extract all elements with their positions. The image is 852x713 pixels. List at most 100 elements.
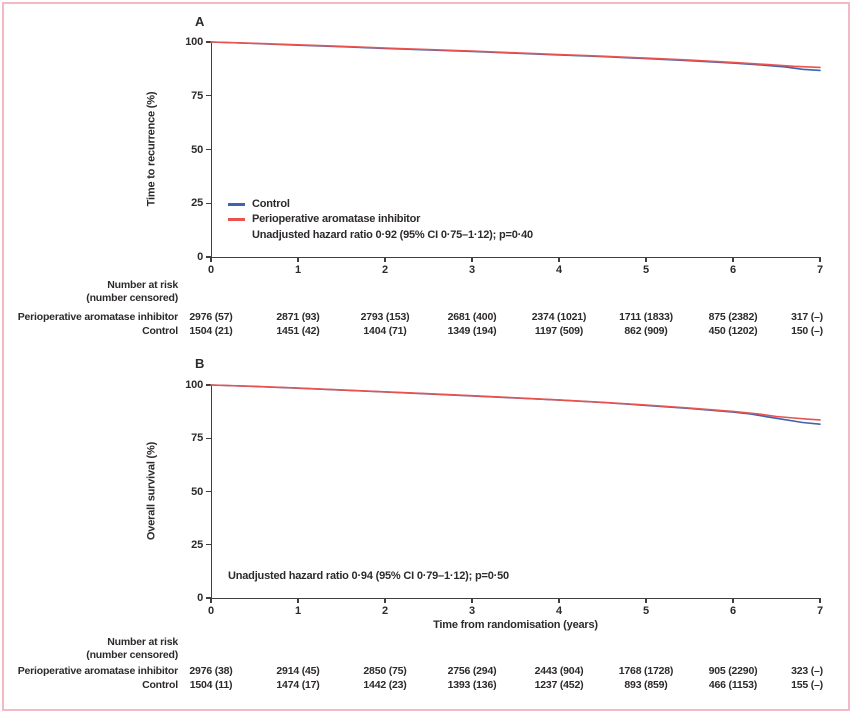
legend-line-swatch: [228, 203, 245, 206]
panel-a-label: A: [195, 14, 205, 29]
panel-b-risk-row-label-pai: Perioperative aromatase inhibitor: [17, 665, 178, 677]
panel-b-y-axis-line: [211, 385, 213, 598]
risk-table-cell: 1393 (136): [447, 679, 497, 691]
y-tick-label: 50: [191, 485, 203, 498]
legend-item-label: Perioperative aromatase inhibitor: [252, 213, 421, 225]
y-tick-mark: [206, 256, 211, 258]
y-tick-label: 75: [191, 89, 203, 102]
panel-b-risk-row-label-control: Control: [142, 679, 178, 691]
risk-table-cell: 2443 (904): [534, 665, 584, 677]
km-curve-perioperative-aromatase-inhibitor: [210, 384, 821, 421]
y-tick-label: 0: [197, 251, 203, 263]
x-tick-label: 1: [295, 264, 301, 276]
x-tick-label: 7: [817, 264, 823, 276]
risk-table-cell: 862 (909): [624, 325, 668, 337]
risk-table-cell: 2374 (1021): [531, 311, 587, 323]
x-tick-label: 2: [382, 605, 388, 617]
legend-item-label: Control: [252, 198, 290, 210]
panel-b-label: B: [195, 356, 205, 371]
y-tick-mark: [206, 202, 211, 204]
x-tick-mark: [732, 257, 734, 262]
y-tick-mark: [206, 597, 211, 599]
x-tick-mark: [645, 257, 647, 262]
risk-table-cell: 1504 (11): [189, 679, 233, 691]
y-tick-label: 100: [185, 379, 203, 391]
x-tick-mark: [558, 257, 560, 262]
y-tick-mark: [206, 95, 211, 97]
risk-table-cell: 2914 (45): [276, 665, 320, 677]
km-curve-control: [210, 384, 821, 426]
panel-a-y-axis-line: [211, 42, 213, 257]
panel-a-plot-area: 0 25 50 75 100 0 1 2 3 4 5 6 7: [185, 36, 823, 276]
risk-table-cell: 2871 (93): [276, 311, 320, 323]
x-tick-mark: [210, 598, 212, 603]
panel-b-curves: [210, 384, 821, 426]
x-tick-label: 5: [643, 264, 649, 276]
y-tick-label: 100: [185, 36, 203, 48]
risk-table-cell: 2793 (153): [360, 311, 410, 323]
km-curve-control: [210, 41, 821, 72]
risk-table-cell: 893 (859): [624, 679, 668, 691]
legend-item: Perioperative aromatase inhibitor: [228, 212, 420, 227]
x-tick-label: 0: [208, 264, 214, 276]
panel-b-x-axis-line: [211, 597, 820, 599]
risk-table-cell: 466 (1153): [708, 679, 758, 691]
x-tick-mark: [297, 598, 299, 603]
risk-table-cell: 317 (–): [791, 311, 823, 323]
x-tick-label: 2: [382, 264, 388, 276]
risk-table-cell: 2976 (57): [189, 311, 233, 323]
x-tick-mark: [471, 257, 473, 262]
y-tick-mark: [206, 437, 211, 439]
panel-a-curves: [210, 41, 821, 72]
panel-b-risk-header-line2: (number censored): [86, 649, 178, 661]
legend-line-swatch: [228, 218, 245, 221]
x-tick-label: 5: [643, 605, 649, 617]
y-tick-mark: [206, 544, 211, 546]
risk-table-cell: 1711 (1833): [619, 311, 673, 323]
x-tick-label: 6: [730, 605, 736, 617]
risk-table-cell: 1237 (452): [534, 679, 584, 691]
risk-table-cell: 2850 (75): [363, 665, 407, 677]
risk-table-cell: 2681 (400): [447, 311, 497, 323]
panel-b-risk-header-line1: Number at risk: [107, 636, 178, 648]
risk-table-cell: 150 (–): [791, 325, 823, 337]
x-tick-mark: [384, 598, 386, 603]
y-tick-label: 0: [197, 592, 203, 604]
risk-table-cell: 1768 (1728): [618, 665, 674, 677]
risk-table-cell: 450 (1202): [708, 325, 758, 337]
risk-table-cell: 1442 (23): [363, 679, 407, 691]
risk-table-cell: 905 (2290): [708, 665, 758, 677]
risk-table-cell: 2976 (38): [189, 665, 233, 677]
x-tick-mark: [210, 257, 212, 262]
risk-table-cell: 1349 (194): [447, 325, 497, 337]
risk-table-cell: 1451 (42): [276, 325, 320, 337]
risk-table-cell: 155 (–): [791, 679, 823, 691]
risk-table-cell: 1474 (17): [276, 679, 320, 691]
x-tick-label: 3: [469, 264, 475, 276]
x-tick-label: 7: [817, 605, 823, 617]
legend-item: Control: [228, 197, 420, 212]
panel-b-plot-area: 0 25 50 75 100 0 1 2 3 4 5 6 7: [185, 379, 823, 617]
panel-a-risk-row-label-pai: Perioperative aromatase inhibitor: [17, 311, 178, 323]
y-tick-label: 25: [191, 538, 203, 551]
x-tick-label: 4: [556, 264, 562, 276]
risk-table-cell: 1197 (509): [534, 325, 584, 337]
risk-table-cell: 875 (2382): [708, 311, 758, 323]
x-tick-label: 6: [730, 264, 736, 276]
x-tick-mark: [297, 257, 299, 262]
x-tick-mark: [645, 598, 647, 603]
y-tick-mark: [206, 41, 211, 43]
panel-a-risk-row-label-control: Control: [142, 325, 178, 337]
y-tick-label: 25: [191, 197, 203, 210]
x-tick-mark: [471, 598, 473, 603]
x-tick-mark: [819, 598, 821, 603]
x-tick-label: 4: [556, 605, 562, 617]
risk-table-cell: 1404 (71): [363, 325, 407, 337]
panel-a-hazard-ratio-annotation: Unadjusted hazard ratio 0·92 (95% CI 0·7…: [252, 229, 533, 241]
panel-a-x-axis-line: [211, 256, 820, 258]
risk-table-cell: 323 (–): [791, 665, 823, 677]
panel-a-legend: Control Perioperative aromatase inhibitor: [228, 197, 420, 227]
y-tick-label: 75: [191, 432, 203, 445]
panel-b-x-axis-title: Time from randomisation (years): [433, 619, 598, 631]
